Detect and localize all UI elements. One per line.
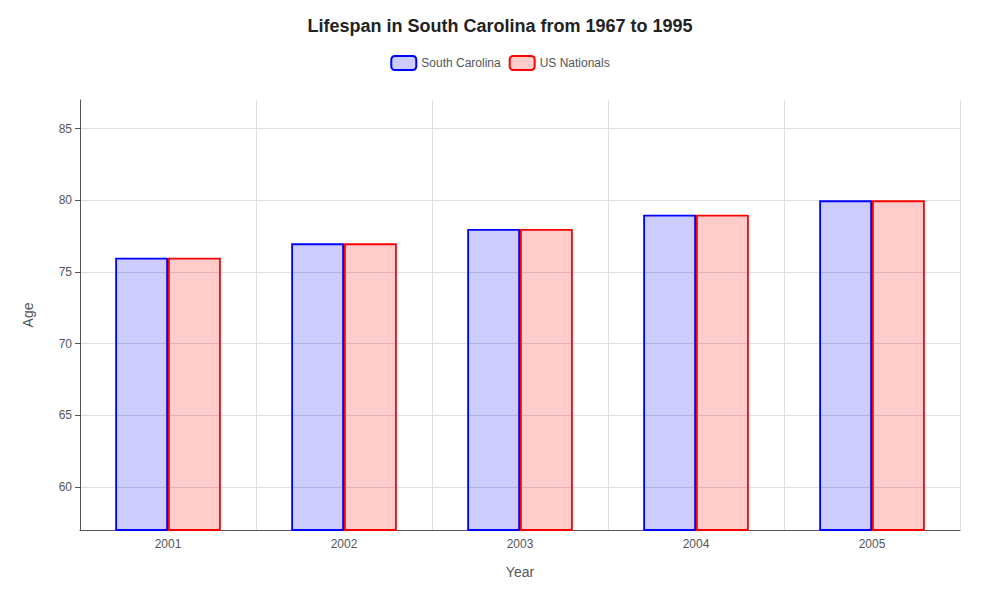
svg-text:South Carolina: South Carolina bbox=[421, 56, 501, 70]
svg-text:65: 65 bbox=[59, 408, 73, 422]
svg-text:2005: 2005 bbox=[859, 537, 886, 551]
svg-text:70: 70 bbox=[59, 337, 73, 351]
svg-text:Lifespan in South Carolina fro: Lifespan in South Carolina from 1967 to … bbox=[307, 16, 692, 36]
svg-text:US Nationals: US Nationals bbox=[540, 56, 610, 70]
svg-text:80: 80 bbox=[59, 193, 73, 207]
svg-text:2001: 2001 bbox=[155, 537, 182, 551]
svg-text:2003: 2003 bbox=[507, 537, 534, 551]
svg-text:60: 60 bbox=[59, 480, 73, 494]
svg-text:2004: 2004 bbox=[683, 537, 710, 551]
svg-text:85: 85 bbox=[59, 122, 73, 136]
svg-text:Year: Year bbox=[506, 564, 535, 580]
svg-text:75: 75 bbox=[59, 265, 73, 279]
svg-text:2002: 2002 bbox=[331, 537, 358, 551]
svg-text:Age: Age bbox=[20, 302, 36, 327]
